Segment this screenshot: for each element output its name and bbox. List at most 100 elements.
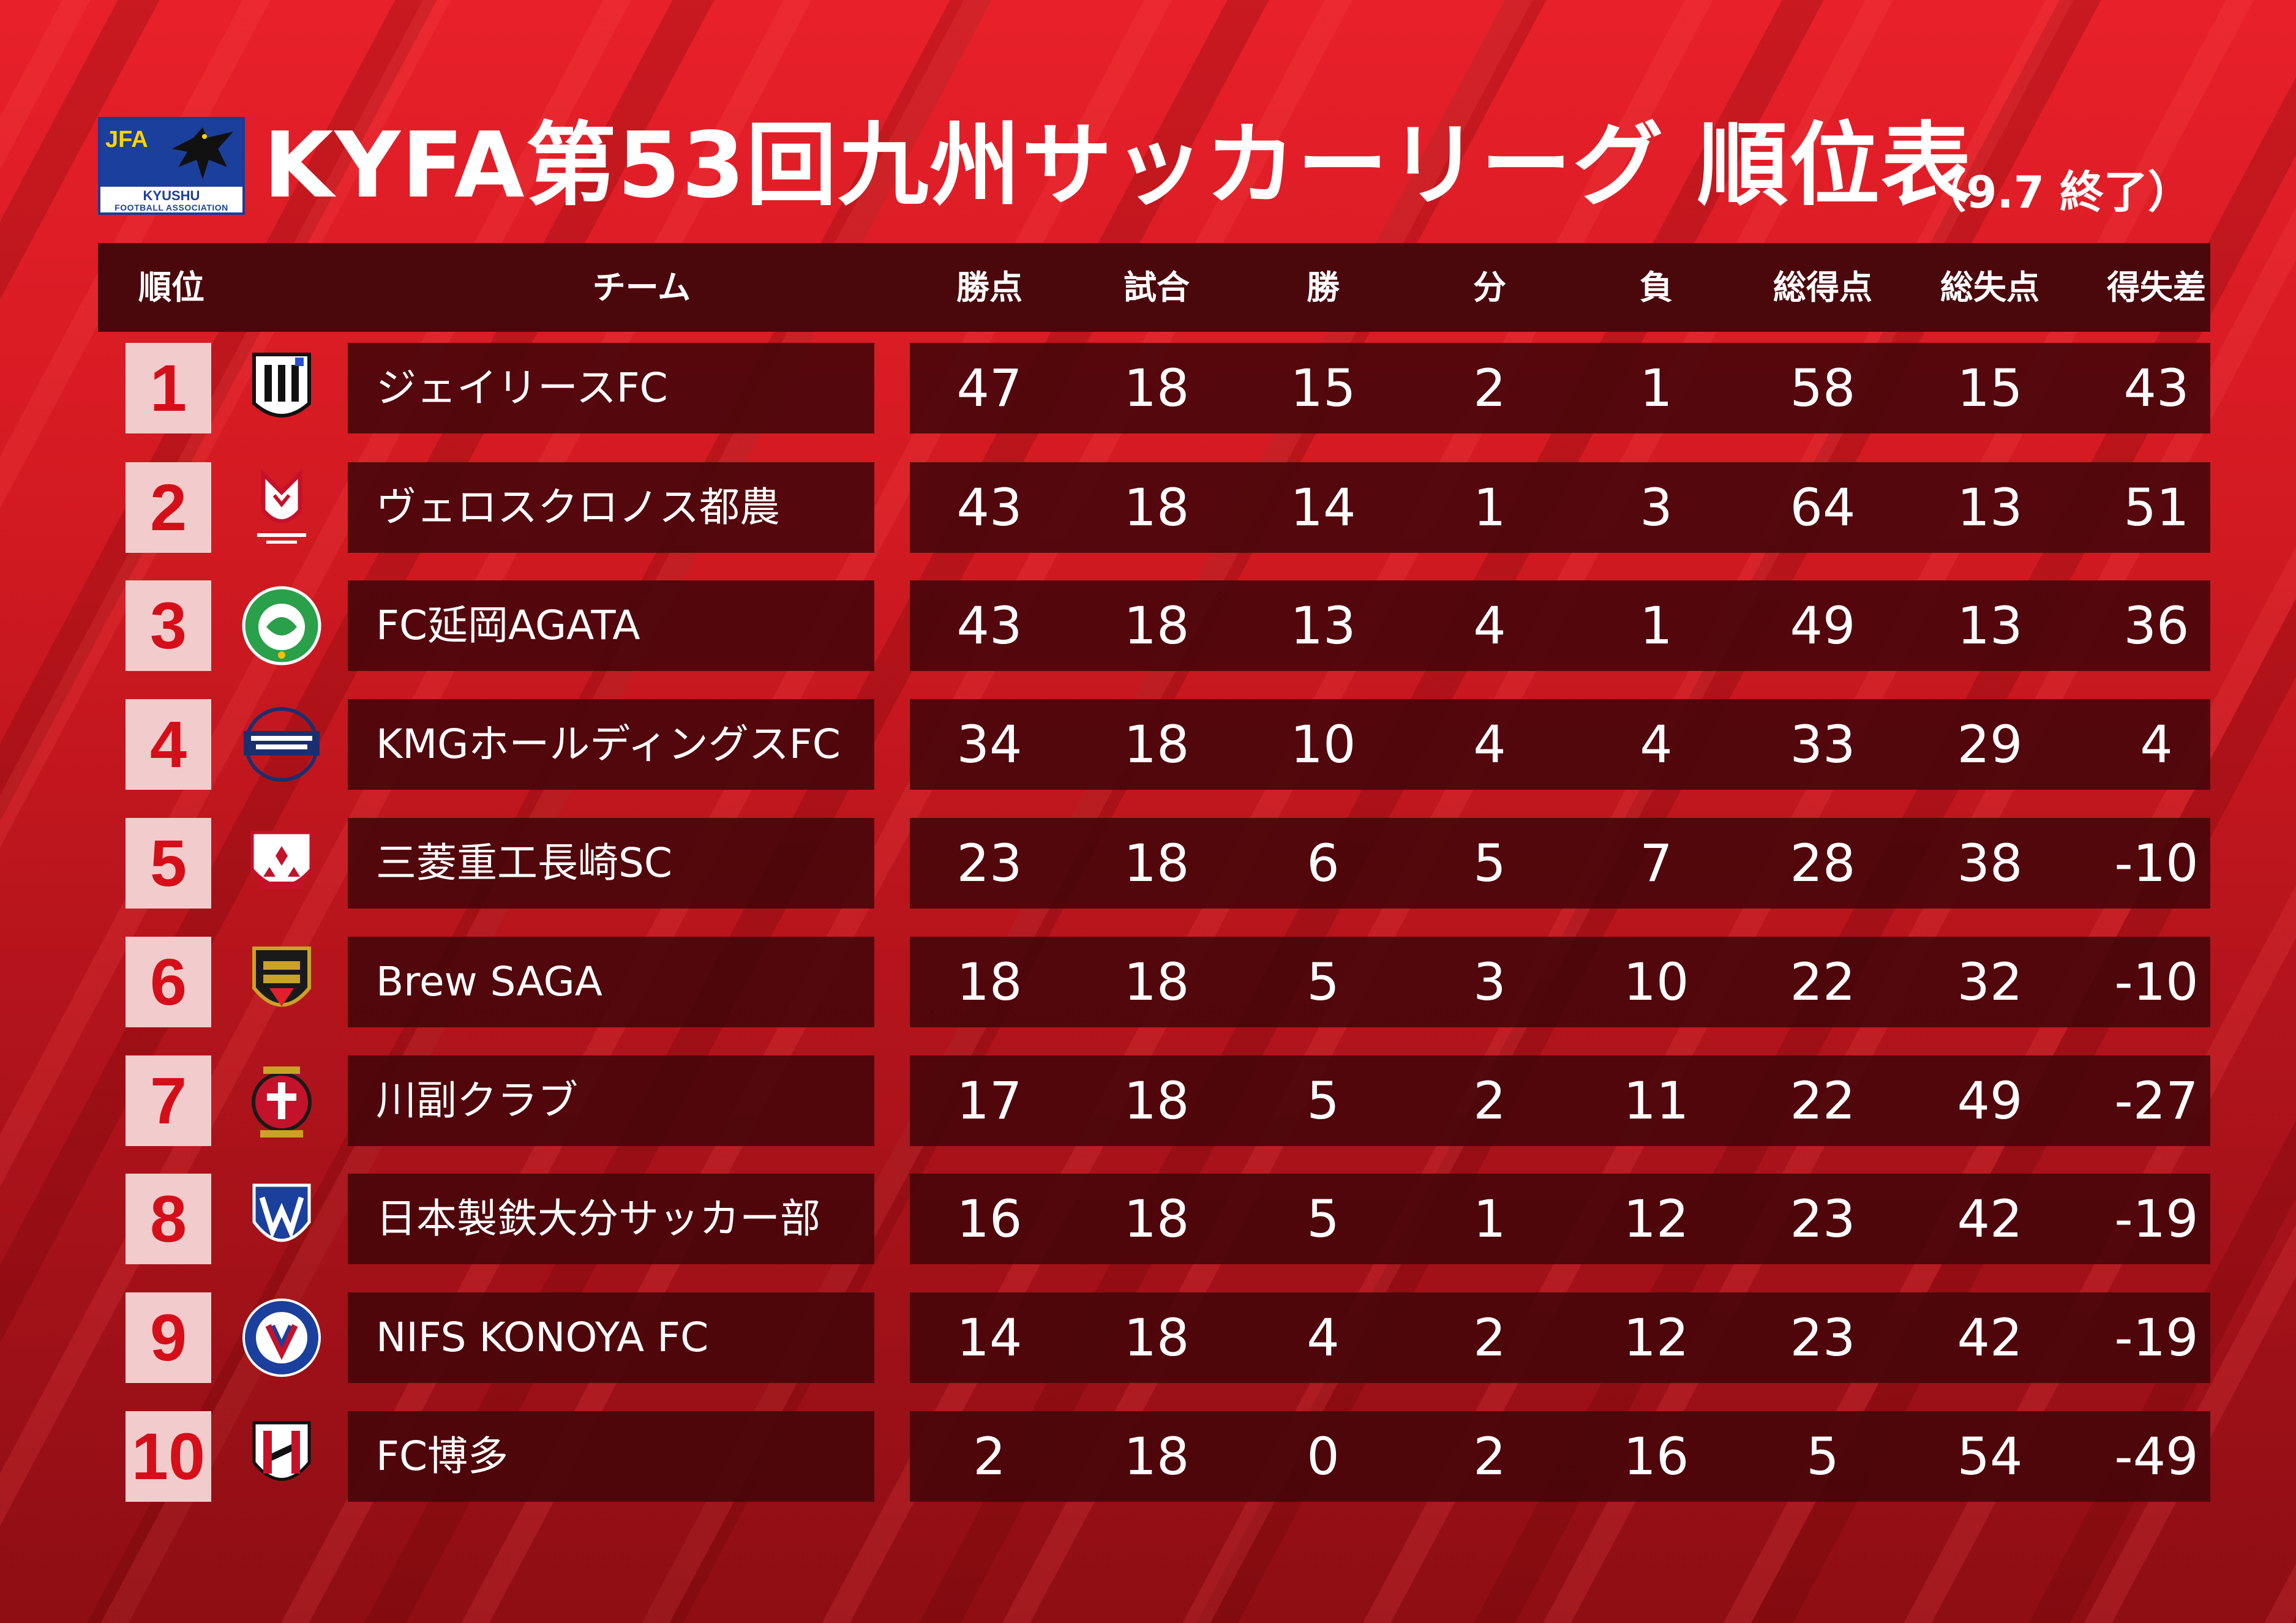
goals-against: 15 (1957, 358, 2023, 418)
team-name: KMGホールディングスFC (348, 699, 874, 790)
stats-panel: 16 18 5 1 12 23 42 -19 (910, 1174, 2210, 1264)
won: 13 (1290, 596, 1356, 656)
col-goals-for: 総得点 (1773, 268, 1872, 307)
goals-against: 42 (1957, 1189, 2023, 1249)
won: 0 (1307, 1426, 1340, 1486)
table-row: 8 日本製鉄大分サッカー部 16 18 5 1 12 23 42 -19 (98, 1174, 2210, 1264)
drawn: 1 (1473, 478, 1506, 538)
status-note: （9.7 終了） (1922, 167, 2192, 218)
logo-region: KYUSHU (143, 188, 200, 203)
page-header: JFA KYUSHU FOOTBALL ASSOCIATION KYFA第53回… (98, 113, 2204, 218)
points: 18 (956, 952, 1022, 1012)
goals-for: 33 (1790, 714, 1856, 774)
team-name: FC延岡AGATA (348, 580, 874, 671)
team-name: FC博多 (348, 1411, 874, 1502)
col-rank: 順位 (138, 268, 204, 307)
stats-panel: 18 18 5 3 10 22 32 -10 (910, 937, 2210, 1027)
lost: 1 (1640, 596, 1673, 656)
veroskronos-emblem-icon (257, 468, 306, 544)
goals-for: 49 (1790, 596, 1856, 656)
goal-difference: -49 (2114, 1426, 2199, 1486)
goal-difference: -19 (2114, 1189, 2199, 1249)
played: 18 (1124, 1071, 1190, 1131)
won: 6 (1307, 833, 1340, 893)
drawn: 5 (1473, 833, 1506, 893)
drawn: 3 (1473, 952, 1506, 1012)
goal-difference: -27 (2114, 1071, 2199, 1131)
team-name: 日本製鉄大分サッカー部 (348, 1174, 874, 1264)
points: 17 (956, 1071, 1022, 1131)
logo-abbr: JFA (105, 127, 148, 152)
won: 14 (1290, 478, 1356, 538)
col-team: チーム (592, 268, 691, 307)
goals-for: 58 (1790, 358, 1856, 418)
won: 5 (1307, 1071, 1340, 1131)
page-title: KYFA第53回九州サッカーリーグ 順位表 (263, 113, 1973, 218)
table-row: 3 FC延岡AGATA 43 18 13 4 1 49 13 36 (98, 580, 2210, 671)
stats-panel: 47 18 15 2 1 58 15 43 (910, 343, 2210, 433)
col-lost: 負 (1640, 268, 1673, 307)
played: 18 (1124, 1426, 1190, 1486)
goals-against: 49 (1957, 1071, 2023, 1131)
rank-badge: 10 (126, 1411, 211, 1502)
stats-panel: 43 18 14 1 3 64 13 51 (910, 462, 2210, 553)
rank-badge: 7 (126, 1055, 211, 1146)
played: 18 (1124, 478, 1190, 538)
goal-difference: 36 (2123, 596, 2189, 656)
goals-for: 22 (1790, 952, 1856, 1012)
team-name: Brew SAGA (348, 937, 874, 1027)
drawn: 2 (1473, 1308, 1506, 1368)
lost: 12 (1623, 1189, 1689, 1249)
goal-difference: 43 (2123, 358, 2189, 418)
rank-badge: 5 (126, 818, 211, 909)
goals-against: 13 (1957, 478, 2023, 538)
drawn: 2 (1473, 1426, 1506, 1486)
goals-against: 54 (1957, 1426, 2023, 1486)
rank-badge: 9 (126, 1292, 211, 1383)
rank-badge: 1 (126, 343, 211, 433)
played: 18 (1124, 1308, 1190, 1368)
goals-for: 64 (1790, 478, 1856, 538)
drawn: 2 (1473, 358, 1506, 418)
won: 15 (1290, 358, 1356, 418)
goals-against: 32 (1957, 952, 2023, 1012)
lost: 1 (1640, 358, 1673, 418)
goals-against: 13 (1957, 596, 2023, 656)
played: 18 (1124, 952, 1190, 1012)
goals-against: 42 (1957, 1308, 2023, 1368)
played: 18 (1124, 833, 1190, 893)
rank-badge: 8 (126, 1174, 211, 1264)
table-row: 6 Brew SAGA 18 18 5 3 10 22 32 -10 (98, 937, 2210, 1027)
drawn: 4 (1473, 596, 1506, 656)
jfa-kyushu-logo: JFA KYUSHU FOOTBALL ASSOCIATION (98, 117, 245, 215)
goal-difference: 4 (2140, 714, 2173, 774)
jeilies-emblem-icon (252, 353, 311, 418)
won: 10 (1290, 714, 1356, 774)
stats-panel: 34 18 10 4 4 33 29 4 (910, 699, 2210, 790)
points: 43 (956, 478, 1022, 538)
rank-badge: 2 (126, 462, 211, 553)
rank-badge: 3 (126, 580, 211, 671)
table-row: 1 ジェイリースFC 47 18 15 2 1 58 15 43 (98, 343, 2210, 433)
goal-difference: -10 (2114, 952, 2199, 1012)
agata-emblem-icon (242, 586, 321, 665)
played: 18 (1124, 596, 1190, 656)
points: 34 (956, 714, 1022, 774)
lost: 3 (1640, 478, 1673, 538)
stats-panel: 43 18 13 4 1 49 13 36 (910, 580, 2210, 671)
goal-difference: -19 (2114, 1308, 2199, 1368)
goals-against: 38 (1957, 833, 2023, 893)
played: 18 (1124, 358, 1190, 418)
fc-hakata-emblem-icon (252, 1421, 311, 1481)
goals-for: 5 (1806, 1426, 1839, 1486)
won: 4 (1307, 1308, 1340, 1368)
played: 18 (1124, 714, 1190, 774)
col-points: 勝点 (956, 268, 1022, 307)
col-drawn: 分 (1473, 268, 1506, 307)
lost: 7 (1640, 833, 1673, 893)
team-name: ジェイリースFC (348, 343, 874, 433)
nippon-steel-oita-emblem-icon (252, 1183, 311, 1242)
lost: 12 (1623, 1308, 1689, 1368)
points: 16 (956, 1189, 1022, 1249)
col-won: 勝 (1307, 268, 1340, 307)
